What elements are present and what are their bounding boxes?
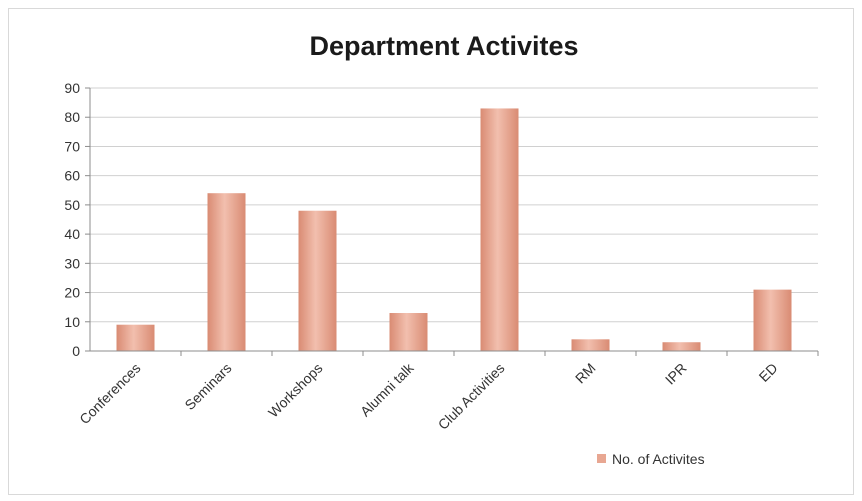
x-tick-label: RM <box>572 360 599 387</box>
y-tick-label: 80 <box>64 109 80 125</box>
chart-frame <box>8 8 854 495</box>
x-tick-label: Alumni talk <box>357 359 417 419</box>
x-tick-label: ED <box>756 360 781 385</box>
bar-alumni-talk <box>389 313 428 351</box>
y-tick-label: 20 <box>64 285 80 301</box>
legend-swatch <box>597 454 606 463</box>
y-tick-label: 90 <box>64 80 80 96</box>
x-tick-label: Seminars <box>181 360 234 413</box>
y-tick-label: 0 <box>72 343 80 359</box>
x-tick-label: Workshops <box>265 360 326 421</box>
y-tick-label: 40 <box>64 226 80 242</box>
bar-club-activities <box>480 108 519 351</box>
bar-ipr <box>662 342 701 351</box>
bar-ed <box>753 289 792 351</box>
y-tick-label: 50 <box>64 197 80 213</box>
bar-conferences <box>116 324 155 351</box>
chart-title: Department Activites <box>309 31 578 61</box>
bar-rm <box>571 339 610 351</box>
y-tick-label: 30 <box>64 255 80 271</box>
y-tick-label: 60 <box>64 168 80 184</box>
x-tick-label: Club Activities <box>435 360 508 433</box>
y-tick-label: 10 <box>64 314 80 330</box>
x-tick-label: Conferences <box>76 360 143 427</box>
legend-label: No. of Activites <box>612 451 705 467</box>
bar-seminars <box>207 193 246 351</box>
y-tick-label: 70 <box>64 138 80 154</box>
x-tick-label: IPR <box>662 360 690 388</box>
bar-workshops <box>298 210 337 351</box>
